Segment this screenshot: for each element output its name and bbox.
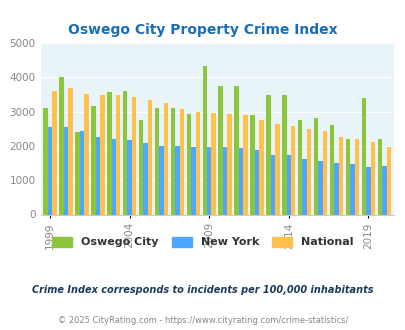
Bar — [290, 126, 295, 214]
Bar — [222, 147, 227, 214]
Bar — [318, 161, 322, 214]
Bar — [377, 139, 381, 214]
Text: © 2025 CityRating.com - https://www.cityrating.com/crime-statistics/: © 2025 CityRating.com - https://www.city… — [58, 315, 347, 325]
Bar — [322, 131, 326, 214]
Bar — [100, 95, 104, 214]
Bar — [175, 146, 179, 214]
Bar — [52, 91, 57, 214]
Bar — [365, 167, 370, 214]
Bar — [127, 140, 132, 214]
Bar — [313, 118, 318, 214]
Bar — [354, 139, 358, 214]
Bar — [143, 143, 147, 214]
Bar — [79, 131, 84, 214]
Bar — [171, 109, 175, 214]
Bar — [250, 115, 254, 214]
Bar — [234, 86, 238, 214]
Bar — [84, 94, 88, 214]
Bar — [116, 95, 120, 214]
Bar — [345, 139, 350, 214]
Bar — [195, 112, 200, 214]
Bar — [329, 125, 333, 214]
Bar — [370, 142, 374, 214]
Bar — [202, 66, 207, 214]
Text: Crime Index corresponds to incidents per 100,000 inhabitants: Crime Index corresponds to incidents per… — [32, 285, 373, 295]
Bar — [338, 137, 342, 214]
Bar — [350, 164, 354, 214]
Bar — [147, 100, 152, 214]
Bar — [64, 127, 68, 214]
Text: Oswego City Property Crime Index: Oswego City Property Crime Index — [68, 23, 337, 37]
Bar — [306, 129, 311, 214]
Bar — [302, 159, 306, 214]
Bar — [218, 86, 222, 214]
Bar — [75, 132, 79, 214]
Bar — [286, 155, 290, 214]
Bar — [270, 155, 275, 214]
Bar — [123, 91, 127, 214]
Bar — [96, 137, 100, 214]
Bar — [186, 114, 191, 214]
Bar — [243, 115, 247, 214]
Bar — [43, 108, 48, 214]
Legend: Oswego City, New York, National: Oswego City, New York, National — [47, 232, 358, 252]
Bar — [68, 88, 72, 214]
Bar — [281, 95, 286, 214]
Bar — [163, 103, 168, 214]
Bar — [266, 95, 270, 214]
Bar — [107, 92, 111, 214]
Bar — [207, 147, 211, 214]
Bar — [159, 146, 163, 214]
Bar — [227, 114, 231, 214]
Bar — [361, 98, 365, 214]
Bar — [258, 120, 263, 214]
Bar — [297, 120, 302, 214]
Bar — [381, 166, 386, 214]
Bar — [275, 124, 279, 214]
Bar — [333, 163, 338, 215]
Bar — [211, 113, 215, 214]
Bar — [111, 139, 116, 214]
Bar — [179, 110, 183, 214]
Bar — [254, 150, 258, 214]
Bar — [386, 147, 390, 214]
Bar — [91, 106, 96, 214]
Bar — [238, 148, 243, 214]
Bar — [132, 97, 136, 214]
Bar — [191, 147, 195, 214]
Bar — [59, 77, 64, 215]
Bar — [139, 120, 143, 214]
Bar — [154, 108, 159, 214]
Bar — [48, 127, 52, 214]
